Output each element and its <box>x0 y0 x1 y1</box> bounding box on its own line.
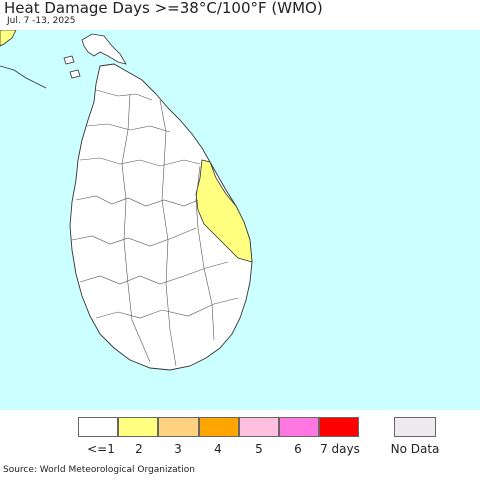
legend-label-3: 3 <box>174 442 182 456</box>
legend-label-5: 5 <box>255 442 263 456</box>
legend-swatch-5 <box>239 417 279 437</box>
legend-label-7: 7 days <box>320 442 360 456</box>
legend-label-2: 2 <box>135 442 143 456</box>
legend-label-no-data: No Data <box>390 442 440 456</box>
legend-label-4: 4 <box>214 442 222 456</box>
sri-lanka-map <box>0 30 480 410</box>
legend-swatch-7 <box>319 417 359 437</box>
island-2 <box>69 69 81 79</box>
india-coast <box>0 65 47 89</box>
india-tip <box>0 30 17 47</box>
legend-swatch-4 <box>199 417 239 437</box>
island-1 <box>63 55 75 65</box>
date-range: Jul. 7 -13, 2025 <box>7 16 76 26</box>
legend-swatch-no-data <box>394 417 436 437</box>
district-boundaries <box>71 89 239 367</box>
legend-swatch-3 <box>158 417 199 437</box>
legend-swatch-2 <box>118 417 158 437</box>
map-title: Heat Damage Days >=38°C/100°F (WMO) <box>4 0 323 17</box>
legend-swatch-6 <box>279 417 319 437</box>
legend-swatch-le1 <box>78 417 118 437</box>
legend-label-6: 6 <box>294 442 302 456</box>
sri-lanka-island <box>69 63 253 371</box>
legend-label-le1: <=1 <box>87 442 115 456</box>
jaffna-peninsula <box>81 33 127 65</box>
source-credit: Source: World Meteorological Organizatio… <box>3 465 195 475</box>
east-coast-heat-region <box>195 159 253 263</box>
